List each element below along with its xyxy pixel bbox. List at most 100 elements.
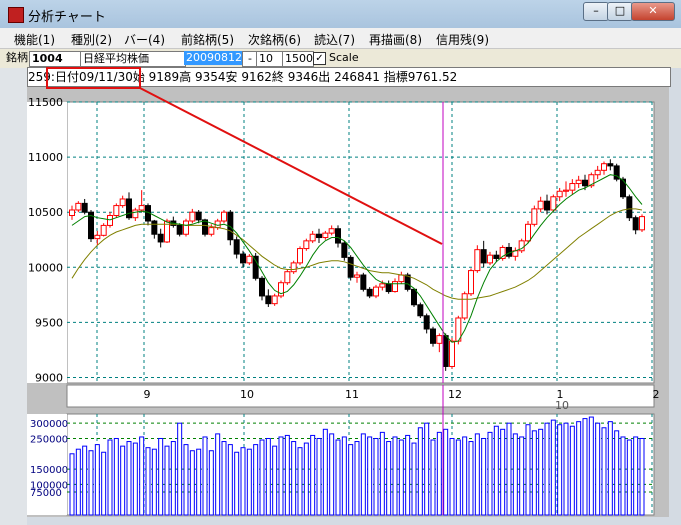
- volume-bar: [303, 442, 309, 516]
- date-field[interactable]: 20090812: [184, 51, 242, 65]
- candle-body: [132, 209, 139, 219]
- candle-body: [100, 224, 107, 236]
- volume-tick-label: 100000: [30, 480, 68, 491]
- volume-bar: [443, 428, 449, 516]
- app-icon: [8, 7, 24, 23]
- annotation-box: [46, 67, 141, 89]
- candle-body: [246, 255, 253, 264]
- candle-body: [335, 228, 341, 244]
- menu-item-margin[interactable]: 信用残(9): [436, 33, 489, 47]
- close-button[interactable]: ✕: [631, 2, 675, 21]
- count-input[interactable]: 10: [256, 51, 284, 67]
- menu-item-function[interactable]: 機能(1): [14, 33, 55, 47]
- candle-body: [297, 248, 303, 264]
- volume-bar: [493, 425, 499, 516]
- candle-body: [75, 202, 82, 211]
- price-tick-label: 10000: [28, 261, 63, 274]
- candle-body: [107, 215, 113, 226]
- volume-bar: [620, 436, 626, 516]
- info-bar: 259:日付09/11/30始 9189高 9354安 9162終 9346出 …: [27, 67, 671, 87]
- month-tick-label: 9: [144, 388, 151, 401]
- candle-body: [151, 220, 158, 235]
- month-tick-label: 1: [557, 388, 564, 401]
- candle-body: [563, 189, 569, 192]
- volume-bar: [430, 439, 436, 516]
- volume-bar: [449, 437, 455, 516]
- candle-body: [525, 223, 531, 242]
- candle-body: [278, 282, 284, 297]
- volume-bar: [170, 441, 176, 516]
- volume-bar: [386, 441, 392, 516]
- volume-bar: [151, 448, 157, 516]
- volume-tick-label: 75000: [30, 488, 62, 499]
- candle-body: [94, 234, 101, 240]
- candle-body: [290, 262, 297, 273]
- volume-bar: [259, 439, 265, 516]
- volume-bar: [126, 441, 132, 516]
- candle-body: [461, 293, 468, 319]
- candle-body: [569, 183, 576, 191]
- volume-bar: [234, 451, 240, 516]
- candle-body: [259, 277, 265, 297]
- volume-bar: [557, 424, 563, 516]
- volume-bar: [82, 445, 88, 516]
- candle-body: [252, 255, 259, 279]
- candle-body: [531, 208, 538, 225]
- menu-item-load[interactable]: 読込(7): [314, 33, 355, 47]
- bars-input[interactable]: 1500: [282, 51, 314, 67]
- candle-body: [208, 227, 215, 235]
- candle-body: [449, 340, 455, 367]
- candle-body: [582, 179, 588, 187]
- candle-body: [639, 216, 645, 231]
- volume-tick-label: 150000: [30, 465, 68, 476]
- candle-body: [189, 211, 196, 222]
- volume-bar: [538, 428, 544, 516]
- candle-body: [81, 202, 88, 213]
- candle-body: [436, 335, 443, 344]
- volume-bar: [227, 444, 233, 516]
- candle-body: [119, 198, 126, 207]
- candle-body: [385, 283, 392, 293]
- menu-item-next-stock[interactable]: 次銘柄(6): [248, 33, 301, 47]
- volume-bar: [512, 433, 518, 516]
- left-strip: [0, 49, 27, 525]
- candle-body: [398, 274, 405, 283]
- volume-bar: [341, 436, 347, 516]
- stock-label: 銘柄: [6, 51, 28, 64]
- stock-code-input[interactable]: 1004: [29, 51, 84, 67]
- volume-bar: [563, 422, 569, 516]
- candle-body: [366, 288, 373, 297]
- volume-bar: [189, 450, 195, 516]
- menu-item-bar[interactable]: バー(4): [124, 33, 165, 47]
- candle-body: [265, 295, 272, 305]
- volume-bar: [544, 422, 550, 516]
- candle-body: [233, 239, 240, 255]
- menu-item-prev-stock[interactable]: 前銘柄(5): [181, 33, 234, 47]
- scale-checkbox[interactable]: ✓: [313, 52, 326, 65]
- candle-body: [221, 211, 227, 222]
- volume-bar: [550, 419, 556, 516]
- volume-bar: [614, 430, 620, 516]
- volume-bar: [335, 439, 341, 516]
- volume-bar: [221, 441, 227, 516]
- volume-bar: [519, 436, 525, 516]
- candle-body: [588, 174, 595, 187]
- menu-item-type[interactable]: 種別(2): [71, 33, 112, 47]
- candle-body: [157, 233, 164, 243]
- month-tick-label: 11: [345, 388, 359, 401]
- volume-bar: [373, 437, 379, 516]
- moving-average-short: [71, 174, 643, 343]
- candle-body: [347, 256, 354, 278]
- volume-bar: [417, 427, 423, 516]
- volume-bar: [626, 439, 632, 516]
- candle-body: [176, 224, 183, 235]
- month-tick-label: 2: [653, 388, 660, 401]
- menu-item-redraw[interactable]: 再描画(8): [369, 33, 422, 47]
- volume-bar: [405, 434, 411, 516]
- price-tick-label: 11500: [28, 96, 63, 109]
- volume-bar: [107, 439, 113, 516]
- candle-body: [328, 228, 335, 234]
- stock-name-field[interactable]: 日経平均株価: [80, 51, 186, 67]
- volume-bar: [177, 422, 183, 516]
